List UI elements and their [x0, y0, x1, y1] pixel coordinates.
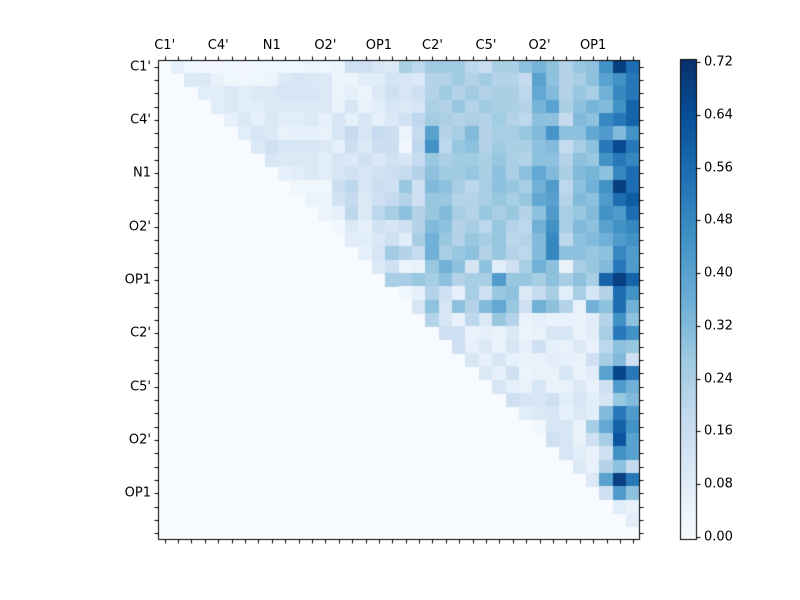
y-tick-label: C4': [130, 112, 151, 128]
colorbar-tick-label: 0.72: [704, 54, 733, 70]
y-tick-label: O2': [128, 432, 151, 448]
x-tick-label: OP1: [365, 38, 393, 53]
colorbar-tick-label: 0.48: [704, 212, 733, 228]
x-tick-label: N1: [262, 38, 281, 53]
y-tick-label: C2': [130, 325, 151, 341]
colorbar-tick-label: 0.40: [704, 265, 733, 281]
x-tick-label: C1': [154, 38, 176, 53]
x-tick-label: C4': [207, 38, 229, 53]
x-tick-label: OP1: [579, 38, 607, 53]
colorbar-tick-label: 0.16: [704, 423, 733, 439]
colorbar-tick-label: 0.08: [704, 476, 733, 492]
colorbar-tick-label: 0.64: [704, 107, 733, 123]
y-tick-label: N1: [133, 165, 151, 181]
y-tick-label: C1': [130, 59, 151, 75]
y-tick-label: C5': [130, 379, 151, 395]
colorbar-tick-label: 0.00: [704, 529, 733, 545]
colorbar-tick-label: 0.32: [704, 318, 733, 334]
colorbar-tick-label: 0.24: [704, 371, 733, 387]
colorbar-tick-label: 0.56: [704, 160, 733, 176]
y-tick-label: OP1: [124, 485, 151, 501]
y-tick-label: OP1: [124, 272, 151, 288]
y-tick-label: O2': [128, 219, 151, 235]
x-tick-label: C5': [475, 38, 497, 53]
x-tick-label: O2': [314, 38, 337, 53]
x-tick-label: C2': [422, 38, 443, 53]
x-tick-label: O2': [528, 38, 551, 53]
